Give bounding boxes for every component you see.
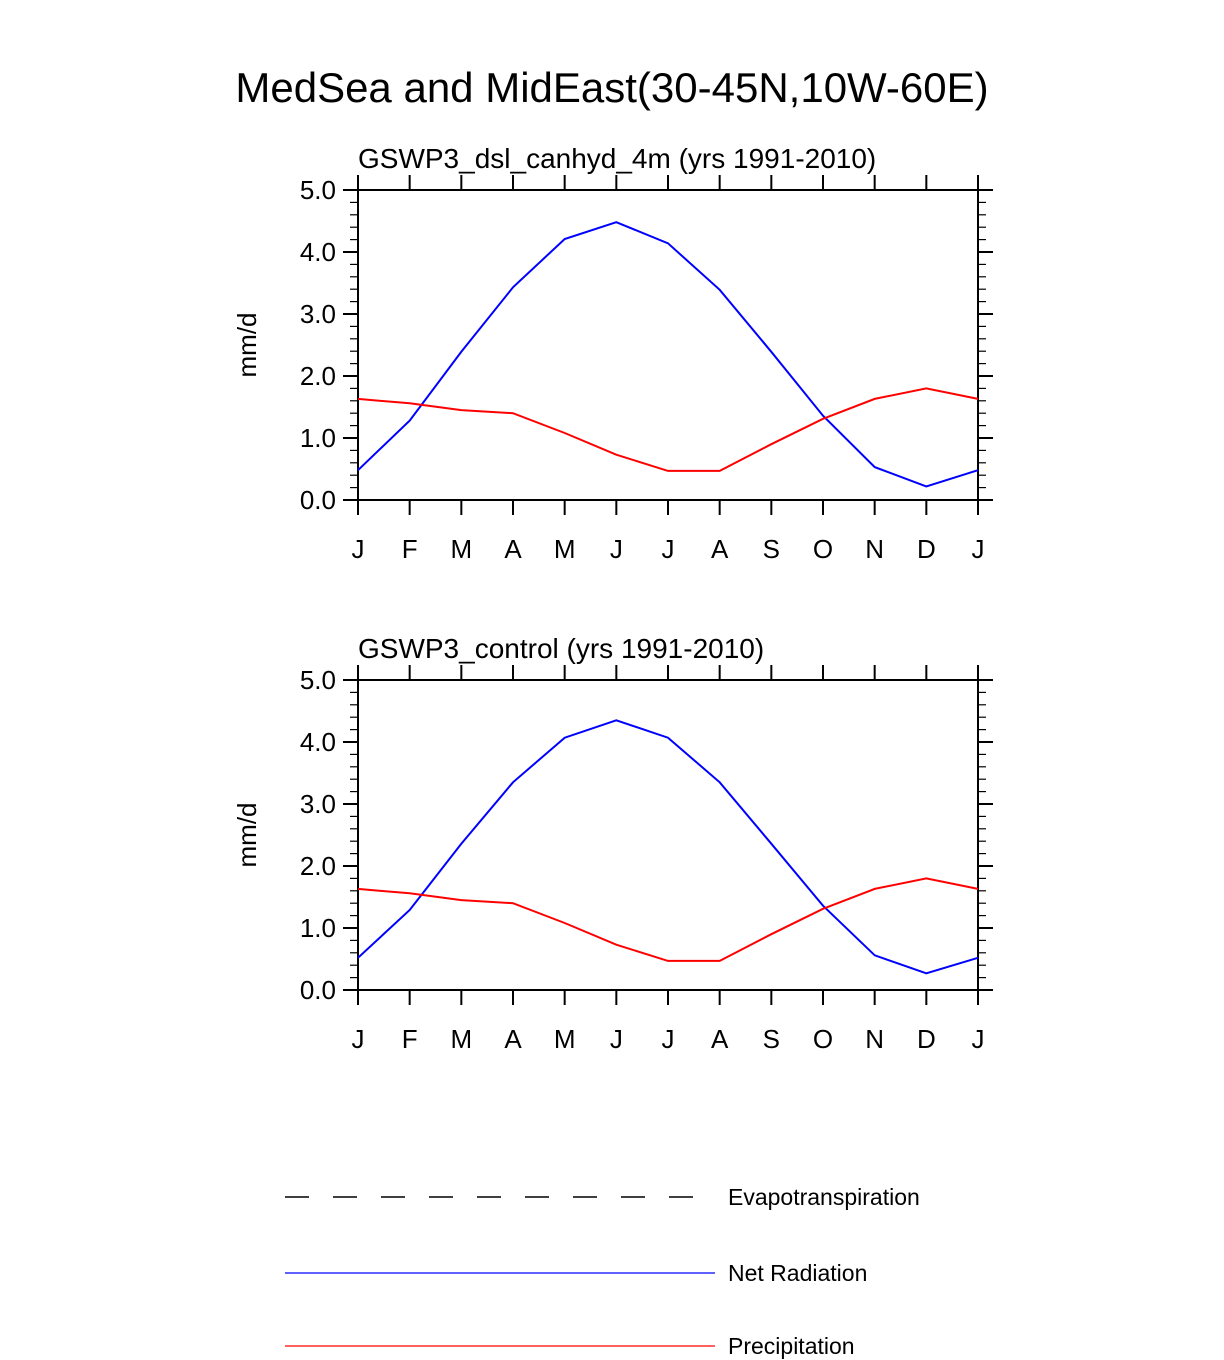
x-tick-label: O <box>813 534 833 564</box>
y-tick-label: 4.0 <box>300 727 336 757</box>
x-tick-label: M <box>554 534 576 564</box>
series-line-precipitation <box>357 877 979 962</box>
chart-panel-bottom: 0.0 1.0 2.0 3.0 4.0 5.0 J F M A M J J A S O N D J GSWP3_con… <box>232 633 993 1054</box>
x-tick-label: M <box>450 534 472 564</box>
y-tick-label: 3.0 <box>300 299 336 329</box>
y-tick-label: 0.0 <box>300 485 336 515</box>
y-tick-label: 2.0 <box>300 851 336 881</box>
x-tick-label: S <box>763 1024 780 1054</box>
plot-frame <box>357 189 979 501</box>
y-axis-title: mm/d <box>232 313 262 378</box>
y-axis-title: mm/d <box>232 803 262 868</box>
x-tick-label: M <box>554 1024 576 1054</box>
x-tick-label: J <box>610 1024 623 1054</box>
x-tick-label: J <box>610 534 623 564</box>
x-tick-label: F <box>402 534 418 564</box>
x-tick-label: F <box>402 1024 418 1054</box>
x-tick-label: J <box>352 1024 365 1054</box>
x-tick-label: N <box>865 1024 884 1054</box>
y-tick-label: 5.0 <box>300 665 336 695</box>
x-tick-label: A <box>711 1024 729 1054</box>
y-tick-label: 4.0 <box>300 237 336 267</box>
series-line-net-radiation <box>357 221 979 488</box>
x-tick-label: N <box>865 534 884 564</box>
y-tick-label: 0.0 <box>300 975 336 1005</box>
x-tick-label: A <box>504 1024 522 1054</box>
y-tick-label: 2.0 <box>300 361 336 391</box>
legend: Evapotranspiration Net Radiation Precipita… <box>285 1184 920 1359</box>
x-tick-label: O <box>813 1024 833 1054</box>
legend-label: Net Radiation <box>728 1260 867 1286</box>
y-tick-label: 1.0 <box>300 913 336 943</box>
x-tick-label: J <box>662 534 675 564</box>
legend-label: Precipitation <box>728 1333 855 1359</box>
series-line-precipitation <box>357 387 979 472</box>
x-tick-label: D <box>917 534 936 564</box>
panel-title: GSWP3_control (yrs 1991-2010) <box>358 633 764 664</box>
x-tick-label: D <box>917 1024 936 1054</box>
x-tick-label: M <box>450 1024 472 1054</box>
x-tick-label: J <box>972 534 985 564</box>
panel-title: GSWP3_dsl_canhyd_4m (yrs 1991-2010) <box>358 143 876 174</box>
y-tick-label: 1.0 <box>300 423 336 453</box>
x-tick-label: A <box>504 534 522 564</box>
y-tick-label: 5.0 <box>300 175 336 205</box>
x-tick-label: J <box>972 1024 985 1054</box>
x-tick-label: S <box>763 534 780 564</box>
x-tick-label: J <box>662 1024 675 1054</box>
x-tick-label: A <box>711 534 729 564</box>
chart-panel-top: 0.0 1.0 2.0 3.0 4.0 5.0 J F M A M J J A S O N D J GSWP3_dsl… <box>232 143 993 564</box>
series-line-net-radiation <box>357 719 979 975</box>
legend-label: Evapotranspiration <box>728 1184 920 1210</box>
y-tick-label: 3.0 <box>300 789 336 819</box>
plot-frame <box>357 679 979 991</box>
main-title: MedSea and MidEast(30-45N,10W-60E) <box>235 64 989 111</box>
x-tick-label: J <box>352 534 365 564</box>
